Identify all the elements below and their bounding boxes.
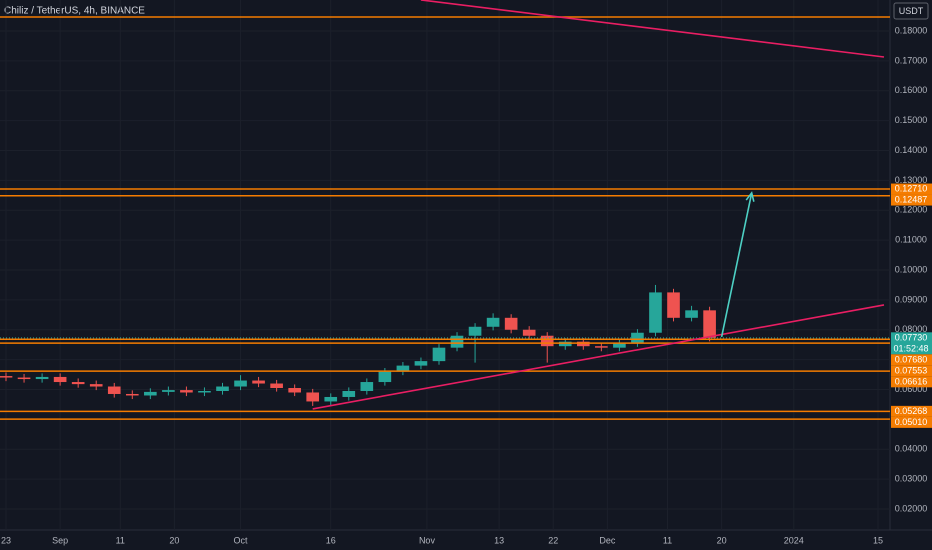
candle-body xyxy=(522,329,536,336)
candle-body xyxy=(613,343,626,348)
candle-body xyxy=(216,386,229,391)
candle-body xyxy=(234,380,247,387)
y-tick-label: 0.06000 xyxy=(895,384,928,394)
candle-body xyxy=(486,317,500,327)
candle-body xyxy=(504,317,518,330)
level-label: 0.12487 xyxy=(895,195,928,205)
level-label: 0.12710 xyxy=(895,184,928,194)
y-tick-label: 0.11000 xyxy=(895,235,927,245)
candle-body xyxy=(180,390,193,393)
x-tick-label: Sep xyxy=(52,535,68,545)
candle-body xyxy=(107,386,121,394)
y-tick-label: 0.02000 xyxy=(895,503,928,513)
candle-body xyxy=(270,383,283,389)
level-label-bg xyxy=(891,354,932,366)
y-tick-label: 0.16000 xyxy=(895,85,928,95)
trendline xyxy=(312,304,885,410)
level-label: 0.05268 xyxy=(895,406,928,416)
x-tick-label: 20 xyxy=(717,535,727,545)
candle-body xyxy=(685,310,698,318)
last-price-label-bg xyxy=(891,332,932,355)
y-tick-label: 0.13000 xyxy=(895,175,928,185)
countdown: 01:52:48 xyxy=(893,343,928,353)
x-tick-label: Dec xyxy=(599,535,616,545)
candle-body xyxy=(649,292,662,333)
candle-body xyxy=(378,371,392,383)
arrow-head xyxy=(745,191,755,202)
x-tick-label: 11 xyxy=(663,535,672,545)
candle-body xyxy=(558,341,572,347)
x-tick-label: 11 xyxy=(116,535,125,545)
candle-body xyxy=(53,376,67,383)
candle-body xyxy=(198,390,211,393)
level-label: 0.06616 xyxy=(895,376,928,386)
candle-body xyxy=(667,292,680,318)
candle-body xyxy=(703,310,716,338)
candle-body xyxy=(17,377,31,380)
candle-body xyxy=(468,326,482,336)
level-label: 0.07680 xyxy=(895,354,928,364)
x-tick-label: Oct xyxy=(234,535,249,545)
candle-body xyxy=(360,382,374,391)
level-label-bg xyxy=(891,183,932,195)
y-tick-label: 0.08000 xyxy=(895,324,928,334)
x-tick-label: 16 xyxy=(326,535,336,545)
level-label-bg xyxy=(891,365,932,377)
candle-body xyxy=(414,361,428,366)
candle-body xyxy=(342,390,356,397)
y-tick-label: 0.15000 xyxy=(895,115,928,125)
level-label-bg xyxy=(891,376,932,388)
candle-body xyxy=(144,391,157,396)
x-tick-label: 15 xyxy=(873,535,883,545)
candle-body xyxy=(324,396,338,402)
y-tick-label: 0.12000 xyxy=(895,205,928,215)
candle-body xyxy=(125,393,139,396)
currency[interactable]: USDT xyxy=(899,6,924,16)
candle-body xyxy=(71,382,85,385)
level-label: 0.07553 xyxy=(895,365,928,375)
arrow xyxy=(720,192,753,338)
candle-body xyxy=(162,390,175,392)
x-tick-label: 22 xyxy=(548,535,558,545)
candle-body xyxy=(631,332,644,344)
trendline xyxy=(420,0,885,58)
y-tick-label: 0.04000 xyxy=(895,444,928,454)
level-label-bg xyxy=(891,416,932,428)
candle-body xyxy=(432,347,446,362)
grid xyxy=(0,0,890,530)
candle-body xyxy=(288,388,301,393)
candle-body xyxy=(0,376,13,378)
currency-box[interactable] xyxy=(893,2,929,20)
x-tick-label: 20 xyxy=(169,535,179,545)
x-tick-label: 23 xyxy=(1,535,11,545)
x-tick-label: 13 xyxy=(494,535,504,545)
candle-body xyxy=(450,335,464,348)
candle-body xyxy=(89,384,103,387)
y-tick-label: 0.14000 xyxy=(895,145,928,155)
last-price-label: 0.07730 xyxy=(895,332,928,342)
candle-body xyxy=(35,376,49,380)
candle-body xyxy=(576,341,590,347)
level-label-bg xyxy=(891,405,932,417)
y-tick-label: 0.18000 xyxy=(895,25,928,35)
y-tick-label: 0.09000 xyxy=(895,294,928,304)
candle-body xyxy=(252,380,265,384)
candle-body xyxy=(306,392,320,402)
candle-body xyxy=(540,335,554,347)
x-tick-label: Nov xyxy=(419,535,436,545)
x-tick-label: 2024 xyxy=(784,535,804,545)
chart-title: Chiliz / TetherUS, 4h, BINANCE xyxy=(4,6,145,17)
level-label: 0.05010 xyxy=(895,417,928,427)
y-tick-label: 0.17000 xyxy=(895,55,928,65)
y-tick-label: 0.10000 xyxy=(895,264,928,274)
level-label-bg xyxy=(891,194,932,206)
candle-body xyxy=(396,365,410,372)
candle-body xyxy=(595,346,608,348)
y-tick-label: 0.03000 xyxy=(895,473,928,483)
